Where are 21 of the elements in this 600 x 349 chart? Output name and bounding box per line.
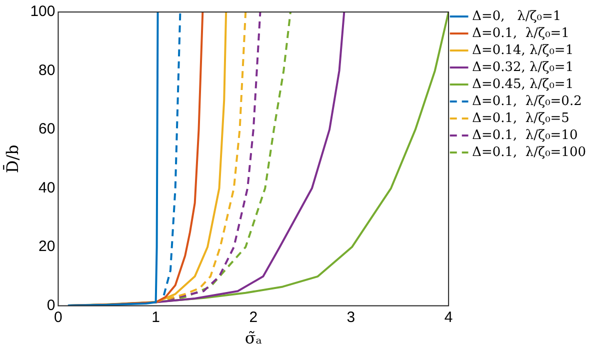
y-tick-label: 0: [46, 296, 56, 314]
y-tick-label: 80: [38, 62, 56, 79]
legend-label: Δ=0.1, λ/ζ₀=5: [472, 110, 570, 126]
legend-label: Δ=0, λ/ζ₀=1: [472, 8, 562, 24]
legend-label: Δ=0.1, λ/ζ₀=1: [472, 26, 570, 41]
y-tick-label: 60: [38, 120, 56, 138]
x-tick-label: 4: [444, 308, 453, 326]
legend-label: Δ=0.32, λ/ζ₀=1: [472, 60, 574, 75]
x-tick-label: 2: [249, 308, 258, 326]
y-tick-label: 20: [38, 238, 56, 256]
legend-label: Δ=0.45, λ/ζ₀=1: [472, 76, 574, 92]
legend-label: Δ=0.1, λ/ζ₀=10: [472, 128, 578, 143]
y-tick-label: 40: [38, 179, 56, 196]
legend-label: Δ=0.1, λ/ζ₀=0.2: [472, 94, 582, 109]
x-tick-label: 3: [346, 308, 356, 326]
x-tick-label: 1: [152, 308, 160, 326]
y-axis-title: D̄/b: [2, 144, 22, 174]
legend-label: Δ=0.1, λ/ζ₀=100: [472, 144, 586, 160]
legend-label: Δ=0.14, λ/ζ₀=1: [472, 42, 574, 58]
y-tick-label: 100: [30, 3, 56, 20]
x-axis-title: σ̃ₐ: [244, 328, 262, 348]
